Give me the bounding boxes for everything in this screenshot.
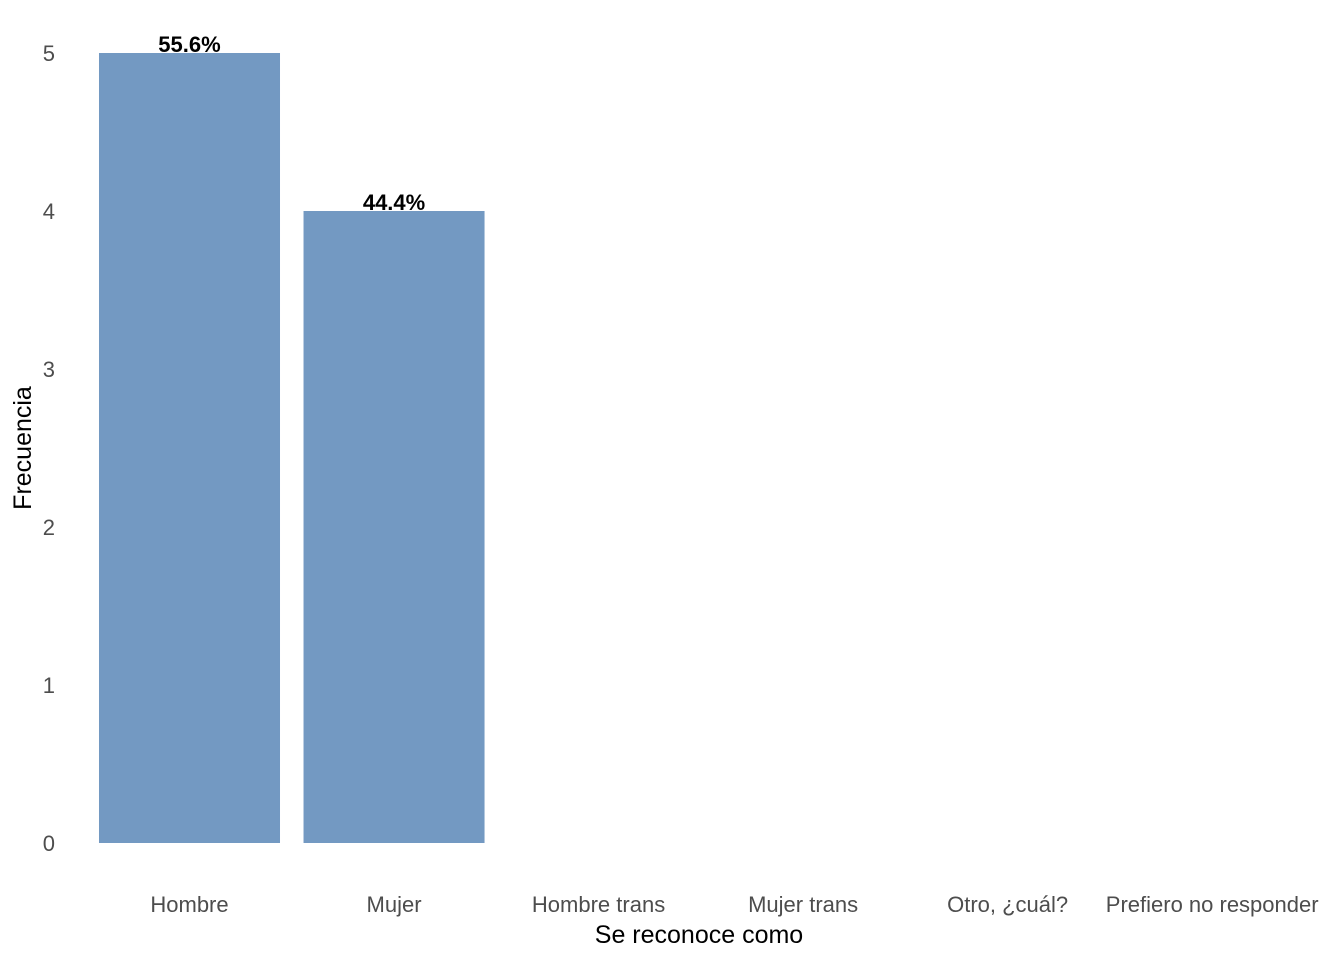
y-axis-title: Frecuencia xyxy=(9,386,37,510)
x-axis-title: Se reconoce como xyxy=(595,921,803,949)
x-axis-ticks: Hombre Mujer Hombre trans Mujer trans Otro, … xyxy=(150,892,1318,917)
y-tick-label: 5 xyxy=(43,41,55,66)
data-labels-group: 55.6% 44.4% xyxy=(158,32,425,215)
bar-data-label: 55.6% xyxy=(158,32,220,57)
bar xyxy=(303,211,485,843)
x-tick-label: Otro, ¿cuál? xyxy=(947,892,1068,917)
y-axis-ticks: 0 1 2 3 4 5 xyxy=(43,41,55,856)
x-tick-label: Mujer trans xyxy=(748,892,858,917)
x-tick-label: Hombre xyxy=(150,892,228,917)
y-tick-label: 4 xyxy=(43,199,55,224)
bar xyxy=(98,53,281,843)
y-tick-label: 0 xyxy=(43,831,55,856)
bar-data-label: 44.4% xyxy=(363,190,425,215)
x-tick-label: Hombre trans xyxy=(532,892,665,917)
y-tick-label: 1 xyxy=(43,673,55,698)
x-tick-label: Mujer xyxy=(367,892,422,917)
bars-group xyxy=(98,53,485,843)
x-tick-label: Prefiero no responder xyxy=(1106,892,1319,917)
y-tick-label: 2 xyxy=(43,515,55,540)
y-tick-label: 3 xyxy=(43,357,55,382)
